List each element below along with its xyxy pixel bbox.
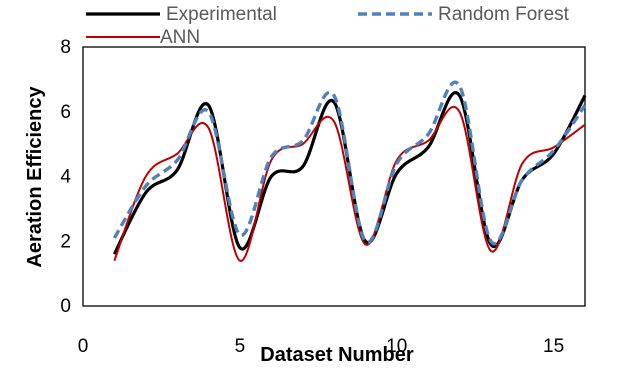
y-tick-label: 4 [60,167,71,188]
x-tick-label: 5 [235,336,246,357]
plot-frame [82,46,586,307]
x-tick-label: 15 [543,336,564,357]
y-tick-label: 8 [60,37,71,58]
x-tick-label: 0 [78,336,89,357]
y-tick-label: 0 [60,296,71,317]
series-line-ann [113,106,586,262]
legend-label-ann: ANN [160,27,200,48]
series-line-experimental [112,91,587,255]
x-axis-title: Dataset Number [260,344,414,366]
legend-label-random-forest: Random Forest [438,4,570,25]
y-tick-label: 6 [60,102,71,123]
legend-label-experimental: Experimental [166,4,277,25]
y-tick-label: 2 [60,231,71,252]
y-axis-title: Aeration Efficiency [24,86,46,268]
series-line-random-forest [112,80,587,246]
x-tick-label: 10 [386,336,407,357]
